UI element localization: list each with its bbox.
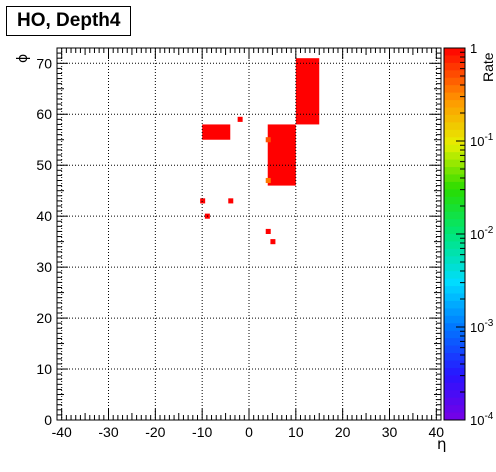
colorbar-segment [444, 256, 465, 265]
colorbar-tick-label: 1 [470, 41, 477, 56]
colorbar-segment [444, 226, 465, 235]
colorbar-segment [444, 114, 465, 123]
colorbar-segment [444, 241, 465, 250]
colorbar-segment [444, 85, 465, 94]
colorbar-segment [444, 382, 465, 391]
heatmap-cell-3 [228, 198, 234, 204]
colorbar-segment [444, 92, 465, 101]
y-tick-label: 30 [36, 259, 52, 275]
x-axis-label: η [437, 435, 447, 453]
colorbar-segment [444, 390, 465, 399]
colorbar-segment [444, 196, 465, 205]
colorbar-segment [444, 144, 465, 153]
colorbar-segment [444, 360, 465, 369]
heatmap-cell-5 [265, 228, 271, 234]
colorbar-segment [444, 204, 465, 213]
colorbar-segment [444, 367, 465, 376]
y-tick-label: 70 [36, 55, 52, 71]
x-tick-label: 40 [429, 424, 445, 440]
colorbar-segment [444, 315, 465, 324]
heatmap-cell-2 [200, 198, 206, 204]
colorbar-segment [444, 100, 465, 109]
colorbar-segment [444, 412, 465, 421]
colorbar-segment [444, 338, 465, 347]
colorbar-segment [444, 48, 465, 56]
x-tick-label: 20 [335, 424, 351, 440]
heatmap-cell-1 [237, 116, 243, 122]
colorbar-segment [444, 62, 465, 71]
colorbar-segment [444, 308, 465, 317]
colorbar-segment [444, 219, 465, 228]
colorbar-segment [444, 159, 465, 168]
heatmap-cell-8 [265, 137, 271, 143]
colorbar-segment [444, 167, 465, 175]
colorbar-segment [444, 234, 465, 242]
colorbar-tick-label: 10-3 [470, 318, 494, 335]
colorbar-segment [444, 181, 465, 190]
colorbar-segment [444, 323, 465, 332]
colorbar-segment [444, 70, 465, 79]
colorbar-tick-label: 10-4 [470, 411, 494, 428]
colorbar-segment [444, 405, 465, 414]
colorbar-segment [444, 345, 465, 354]
colorbar-segment [444, 211, 465, 220]
y-tick-label: 40 [36, 208, 52, 224]
colorbar-segment [444, 189, 465, 198]
y-tick-label: 10 [36, 361, 52, 377]
colorbar-segment [444, 107, 465, 116]
y-axis-label: ϕ [15, 54, 31, 63]
colorbar-tick-label: 10-1 [470, 132, 494, 149]
x-tick-label: -20 [145, 424, 165, 440]
colorbar-segment [444, 129, 465, 138]
x-tick-label: -10 [192, 424, 212, 440]
colorbar-segment [444, 248, 465, 257]
chart-title: HO, Depth4 [6, 6, 132, 36]
colorbar-segment [444, 122, 465, 131]
x-tick-label: -40 [52, 424, 72, 440]
colorbar-segment [444, 278, 465, 287]
colorbar-segment [444, 77, 465, 86]
colorbar-segment [444, 174, 465, 183]
colorbar-segment [444, 375, 465, 384]
colorbar-segment [444, 397, 465, 406]
colorbar-segment [444, 55, 465, 64]
heatmap-region-3 [202, 124, 231, 140]
x-tick-label: 30 [382, 424, 398, 440]
colorbar-segment [444, 293, 465, 302]
colorbar-segment [444, 353, 465, 361]
colorbar-segment [444, 271, 465, 280]
heatmap-cell-6 [270, 239, 276, 245]
colorbar-segment [444, 137, 465, 146]
heatmap-region-1 [295, 58, 320, 125]
y-tick-label: 60 [36, 106, 52, 122]
colorbar-segment [444, 263, 465, 272]
colorbar-label: Rate [480, 52, 496, 82]
y-tick-label: 20 [36, 310, 52, 326]
heatmap-cell-7 [265, 177, 271, 184]
colorbar-segment [444, 152, 465, 161]
colorbar-segment [444, 300, 465, 309]
x-tick-label: 0 [245, 424, 253, 440]
colorbar-tick-label: 10-2 [470, 225, 494, 242]
x-tick-label: 10 [288, 424, 304, 440]
y-tick-label: 50 [36, 157, 52, 173]
colorbar-segment [444, 330, 465, 339]
colorbar-segment [444, 286, 465, 295]
heatmap-region-2 [267, 124, 296, 186]
x-tick-label: -30 [98, 424, 118, 440]
y-tick-label: 0 [44, 412, 52, 428]
